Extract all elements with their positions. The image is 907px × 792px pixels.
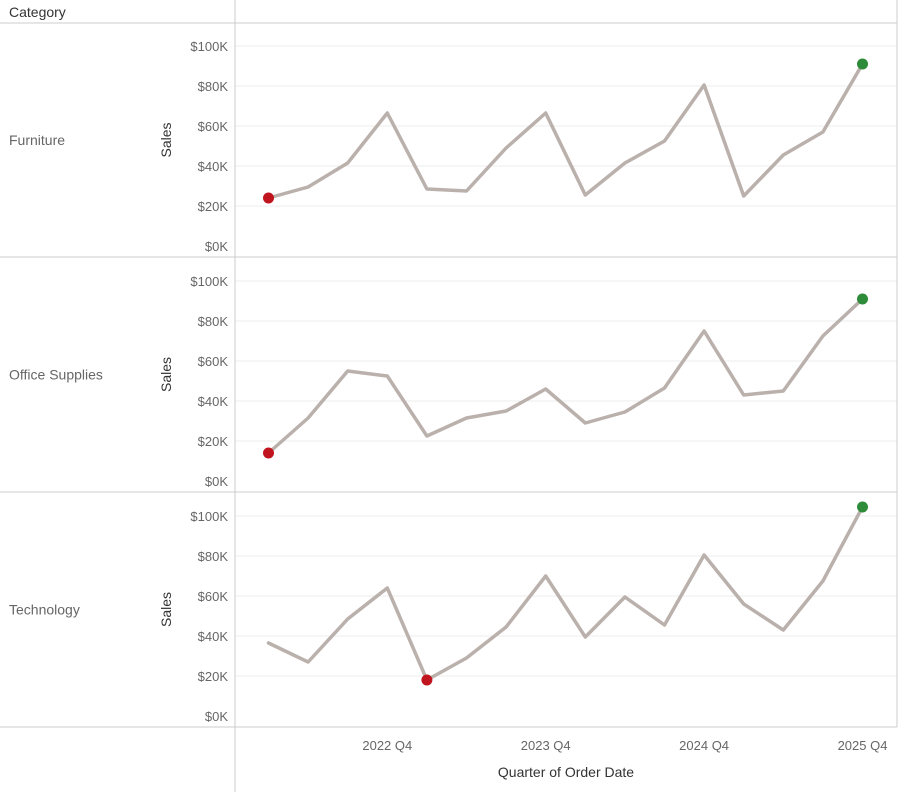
y-axis-title: Sales [158, 592, 174, 627]
y-tick-label: $40K [198, 159, 229, 174]
panel-technology: $0K $20K $40K $60K $80K $100K Technology Sales [9, 501, 868, 724]
y-tick-label: $60K [198, 354, 229, 369]
series-line [266, 505, 865, 682]
y-tick-label: $20K [198, 669, 229, 684]
category-label: Technology [9, 602, 80, 618]
x-tick-label: 2022 Q4 [362, 738, 412, 753]
panel-office-supplies: $0K $20K $40K $60K $80K $100K Office Supplies S… [9, 274, 868, 489]
y-tick-label: $20K [198, 199, 229, 214]
min-point-marker [263, 447, 274, 459]
y-tick-label: $100K [190, 509, 228, 524]
panel-furniture: $0K $20K $40K $60K $80K $100K Furniture Sales [9, 39, 868, 254]
y-tick-label: $80K [198, 79, 229, 94]
y-tick-label: $80K [198, 549, 229, 564]
y-tick-label: $0K [205, 474, 228, 489]
x-tick-label: 2024 Q4 [679, 738, 729, 753]
grid-layer [235, 45, 897, 677]
series-line [266, 297, 865, 455]
x-axis-ticks: 2022 Q4 2023 Q4 2024 Q4 2025 Q4 [362, 738, 887, 753]
x-tick-label: 2023 Q4 [521, 738, 571, 753]
y-tick-label: $60K [198, 589, 229, 604]
y-tick-label: $100K [190, 274, 228, 289]
max-point-marker [857, 501, 868, 513]
category-header: Category [9, 4, 66, 20]
y-axis-title: Sales [158, 122, 174, 157]
y-tick-label: $100K [190, 39, 228, 54]
series-line [266, 62, 865, 200]
min-point-marker [263, 192, 274, 204]
y-tick-label: $20K [198, 434, 229, 449]
y-tick-label: $80K [198, 314, 229, 329]
min-point-marker [421, 674, 433, 686]
x-axis-title: Quarter of Order Date [498, 764, 634, 780]
max-point-marker [857, 293, 868, 305]
y-tick-label: $60K [198, 119, 229, 134]
y-axis-title: Sales [158, 357, 174, 392]
y-tick-label: $40K [198, 629, 229, 644]
y-tick-label: $0K [205, 709, 228, 724]
category-label: Office Supplies [9, 367, 103, 383]
x-tick-label: 2025 Q4 [838, 738, 888, 753]
category-label: Furniture [9, 132, 65, 148]
y-tick-label: $0K [205, 239, 228, 254]
max-point-marker [857, 58, 868, 70]
y-tick-label: $40K [198, 394, 229, 409]
